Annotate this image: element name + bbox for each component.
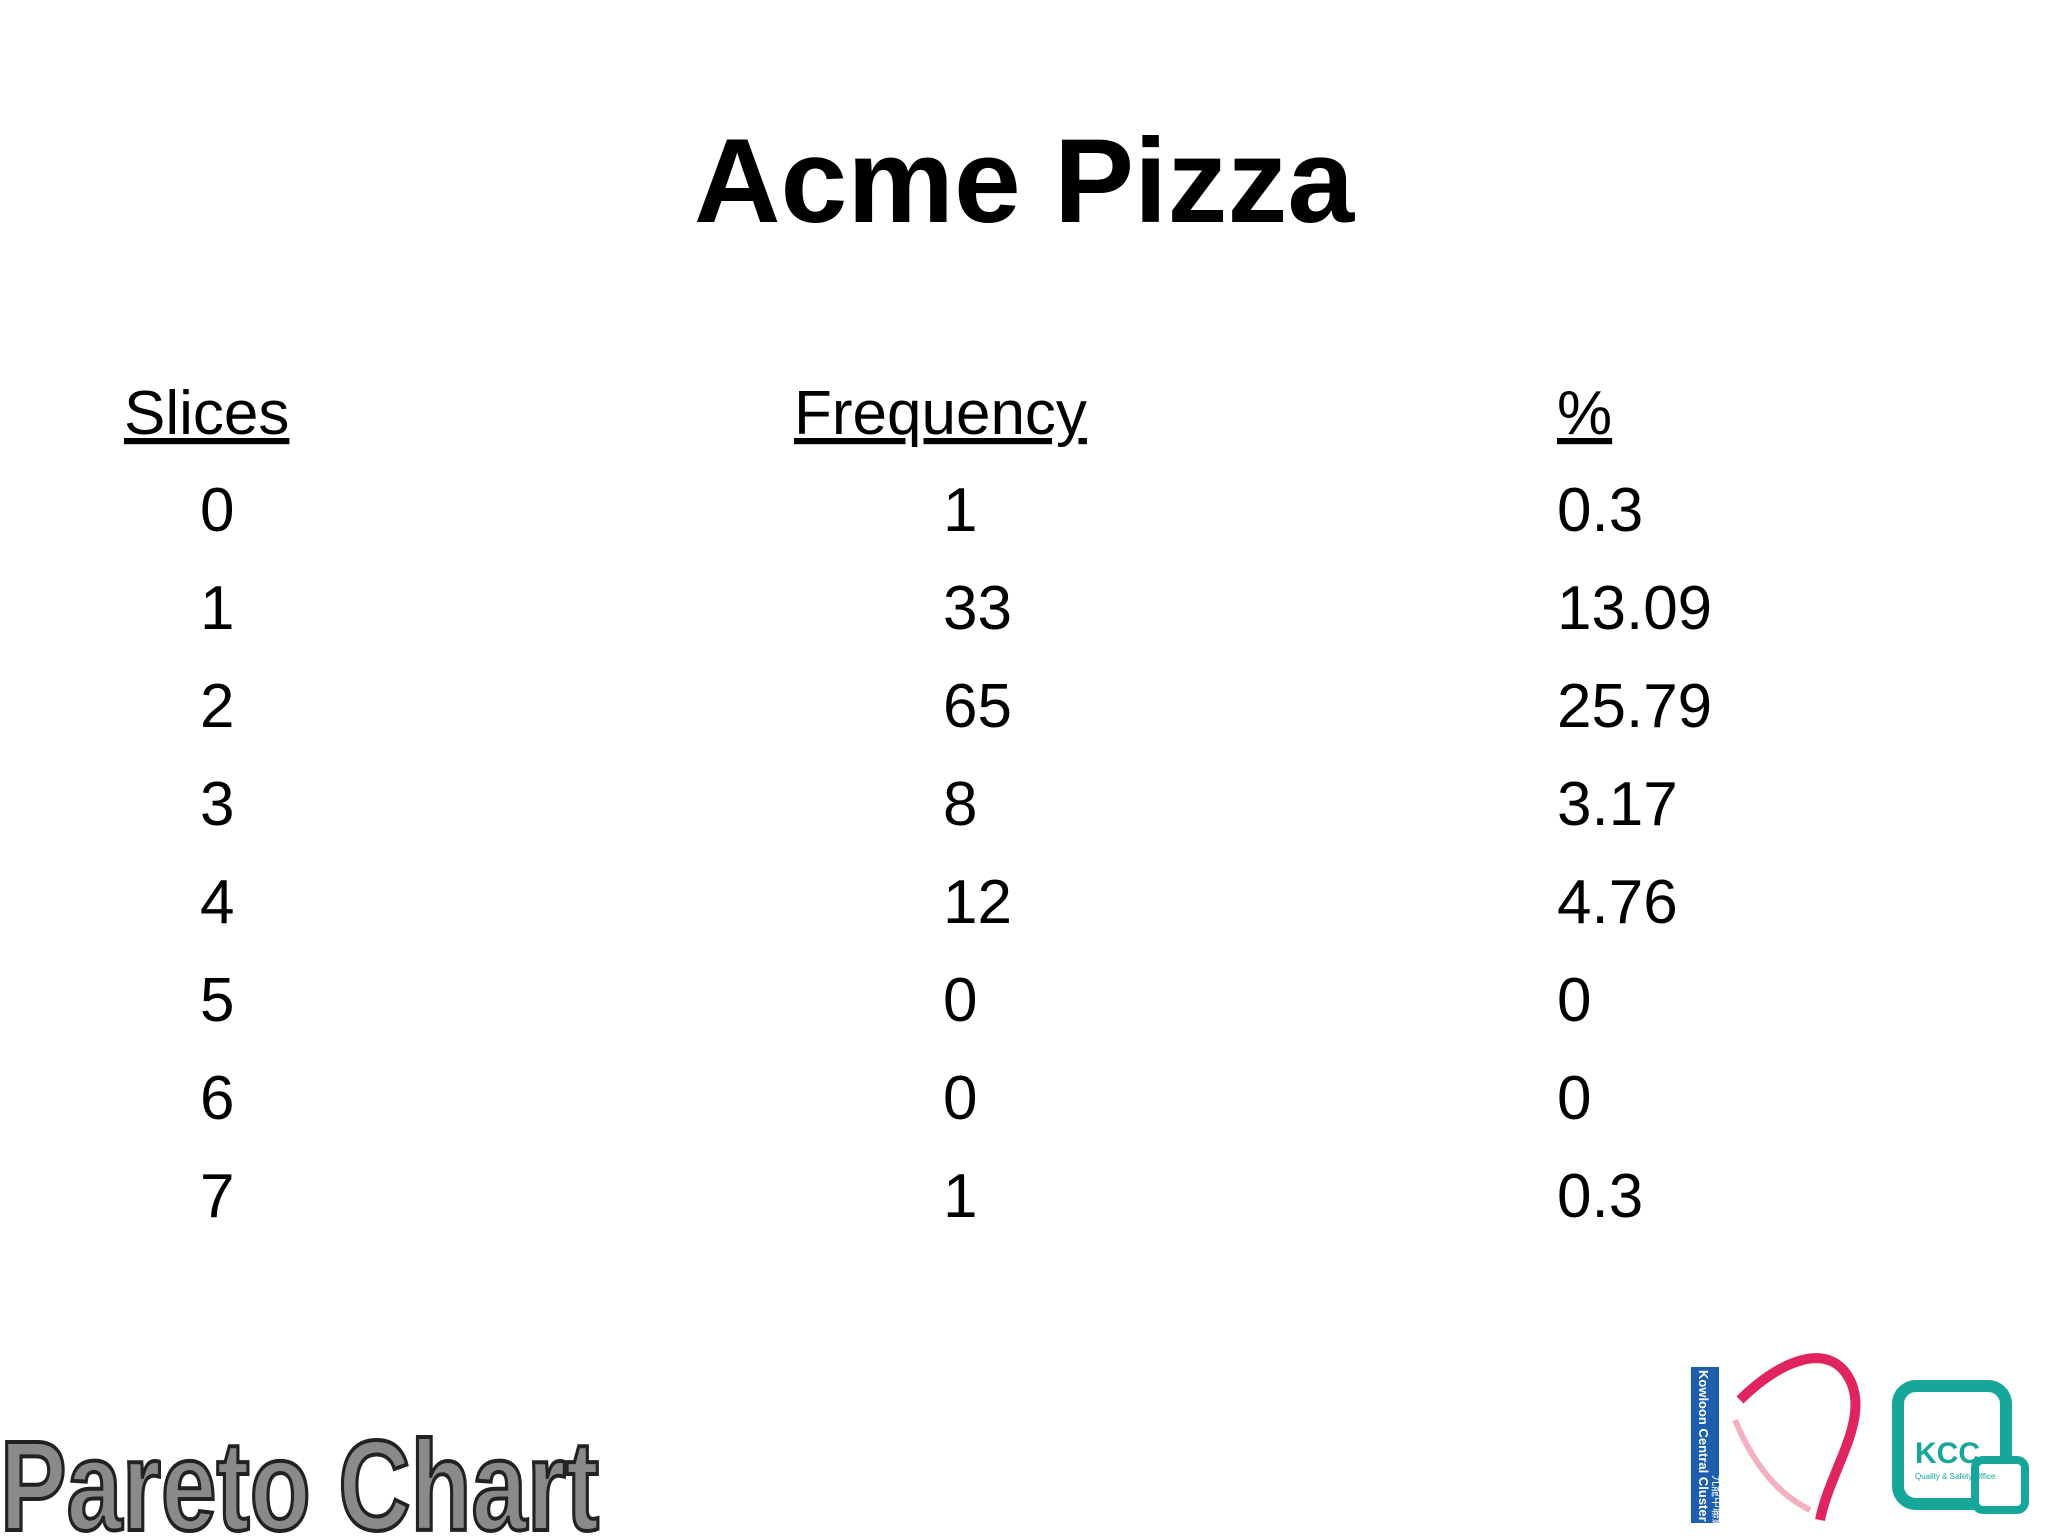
slide-title: Acme Pizza xyxy=(694,114,1356,248)
column-header: Slices xyxy=(124,379,289,448)
logo-right: KCC Quality & Safety Office xyxy=(1892,1380,2029,1514)
logo-left-text: Kowloon Central Cluster xyxy=(1696,1370,1711,1522)
logo-left: Kowloon Central Cluster 九龍中聯網 xyxy=(1691,1353,1861,1530)
table-cell: 1 xyxy=(943,1162,977,1231)
table-cell: 7 xyxy=(200,1162,234,1231)
table-cell: 5 xyxy=(200,966,234,1035)
table-cell: 3 xyxy=(200,770,234,839)
table-cell: 0 xyxy=(1557,966,1591,1035)
logo-heart xyxy=(1736,1353,1861,1522)
table-cell: 0 xyxy=(943,1064,977,1133)
table-cell: 13.09 xyxy=(1557,574,1712,643)
logo-frame xyxy=(1892,1380,2012,1510)
logo-right-text: KCC xyxy=(1915,1437,1980,1470)
table-cell: 0 xyxy=(1557,1064,1591,1133)
table-cell: 12 xyxy=(943,868,1012,937)
logo-left-chinese: 九龍中聯網 xyxy=(1710,1475,1724,1530)
column-header: % xyxy=(1557,379,1612,448)
table-cell: 3.17 xyxy=(1557,770,1678,839)
table-cell: 0.3 xyxy=(1557,476,1643,545)
table-cell: 8 xyxy=(943,770,977,839)
column-header: Frequency xyxy=(794,379,1087,448)
table-cell: 4 xyxy=(200,868,234,937)
table-cell: 33 xyxy=(943,574,1012,643)
table-cell: 0 xyxy=(200,476,234,545)
table-cell: 2 xyxy=(200,672,234,741)
logo-bar xyxy=(1691,1367,1719,1523)
table-cell: 4.76 xyxy=(1557,868,1678,937)
table-cell: 1 xyxy=(200,574,234,643)
table-cell: 0 xyxy=(943,966,977,1035)
table-cell: 1 xyxy=(943,476,977,545)
table-cell: 25.79 xyxy=(1557,672,1712,741)
logo-right-subtitle: Quality & Safety Office xyxy=(1915,1472,1996,1481)
table-cell: 65 xyxy=(943,672,1012,741)
table-cell: 0.3 xyxy=(1557,1162,1643,1231)
logo-frame-corner xyxy=(1971,1456,2029,1514)
pareto-label: Pareto Chart xyxy=(0,1413,601,1536)
pareto-text: Pareto Chart xyxy=(0,1415,599,1536)
table-cell: 6 xyxy=(200,1064,234,1133)
logo-heart-inner xyxy=(1732,1418,1812,1513)
